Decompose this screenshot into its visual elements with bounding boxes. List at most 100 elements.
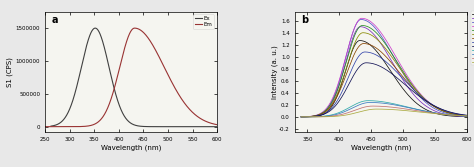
Line: Ex: Ex <box>51 28 217 127</box>
390 <box>459 115 465 117</box>
400 <box>459 115 465 117</box>
370 <box>459 115 465 117</box>
Line: Em: Em <box>45 28 217 127</box>
380 <box>464 115 470 117</box>
Line: 340: 340 <box>301 44 467 117</box>
350 <box>428 102 433 104</box>
310 <box>459 114 465 116</box>
370 <box>459 115 465 117</box>
320 <box>464 115 470 117</box>
X-axis label: Wavelength (nm): Wavelength (nm) <box>351 145 411 151</box>
390 <box>375 105 381 107</box>
290 <box>375 39 381 41</box>
330 <box>459 114 465 116</box>
340 <box>375 49 381 51</box>
310 <box>464 115 470 117</box>
Line: 350: 350 <box>301 52 467 117</box>
390 <box>459 115 465 117</box>
360 <box>464 114 470 116</box>
Line: 280: 280 <box>301 41 467 117</box>
360 <box>371 63 377 65</box>
Ex <box>214 126 220 128</box>
380 <box>301 116 306 118</box>
330 <box>301 116 306 118</box>
360 <box>375 64 381 66</box>
390 <box>301 116 306 118</box>
Line: 400: 400 <box>301 109 467 117</box>
300 <box>301 116 306 118</box>
Ex <box>121 115 127 117</box>
Text: a: a <box>52 15 58 25</box>
350 <box>375 55 381 57</box>
350 <box>459 114 465 116</box>
330 <box>464 115 470 117</box>
Line: 380: 380 <box>301 103 467 117</box>
Legend: 280, 290, 300, 310, 320, 330, 340, 350, 360, 370, 380, 390, 400: 280, 290, 300, 310, 320, 330, 340, 350, … <box>471 11 474 65</box>
X-axis label: Wavelength (nm): Wavelength (nm) <box>101 145 161 151</box>
310 <box>301 116 306 118</box>
290 <box>428 108 433 110</box>
370 <box>375 100 381 102</box>
290 <box>464 116 470 118</box>
360 <box>459 114 465 116</box>
330 <box>375 40 381 42</box>
Line: 300: 300 <box>301 20 467 117</box>
Ex <box>210 126 215 128</box>
280 <box>459 116 465 118</box>
Line: 310: 310 <box>301 18 467 117</box>
310 <box>371 23 377 25</box>
340 <box>459 114 465 116</box>
Y-axis label: Intensity (a. u.): Intensity (a. u.) <box>271 45 278 99</box>
340 <box>371 46 377 48</box>
400 <box>464 115 470 117</box>
Em <box>178 97 183 99</box>
380 <box>428 111 433 113</box>
280 <box>371 47 377 49</box>
Ex <box>126 121 132 123</box>
400 <box>459 115 465 117</box>
Line: 360: 360 <box>301 63 467 117</box>
Em <box>126 34 132 36</box>
340 <box>428 103 433 105</box>
Em <box>51 126 57 128</box>
Ex <box>51 125 57 127</box>
Text: b: b <box>301 15 309 25</box>
380 <box>375 102 381 104</box>
350 <box>301 116 306 118</box>
300 <box>428 105 433 107</box>
400 <box>375 108 381 110</box>
370 <box>428 111 433 113</box>
330 <box>428 103 433 105</box>
380 <box>371 102 377 104</box>
340 <box>301 116 306 118</box>
350 <box>371 53 377 55</box>
Ex <box>210 126 215 128</box>
Em <box>121 49 127 51</box>
390 <box>464 115 470 117</box>
Legend: Ex, Em: Ex, Em <box>193 15 214 29</box>
320 <box>459 115 465 117</box>
300 <box>459 115 465 117</box>
300 <box>371 26 377 28</box>
Em <box>210 123 215 125</box>
360 <box>301 116 306 118</box>
330 <box>459 114 465 116</box>
Line: 290: 290 <box>301 27 467 117</box>
370 <box>301 116 306 118</box>
Ex <box>178 126 183 128</box>
Line: 320: 320 <box>301 26 467 117</box>
360 <box>428 103 433 105</box>
280 <box>459 116 465 118</box>
280 <box>375 52 381 54</box>
Line: 370: 370 <box>301 101 467 117</box>
380 <box>459 115 465 117</box>
310 <box>428 102 433 104</box>
Em <box>210 123 215 125</box>
300 <box>375 31 381 33</box>
370 <box>464 115 470 117</box>
400 <box>371 108 377 110</box>
370 <box>371 100 377 102</box>
Y-axis label: S1 (CPS): S1 (CPS) <box>6 57 13 87</box>
290 <box>459 115 465 117</box>
380 <box>459 115 465 117</box>
